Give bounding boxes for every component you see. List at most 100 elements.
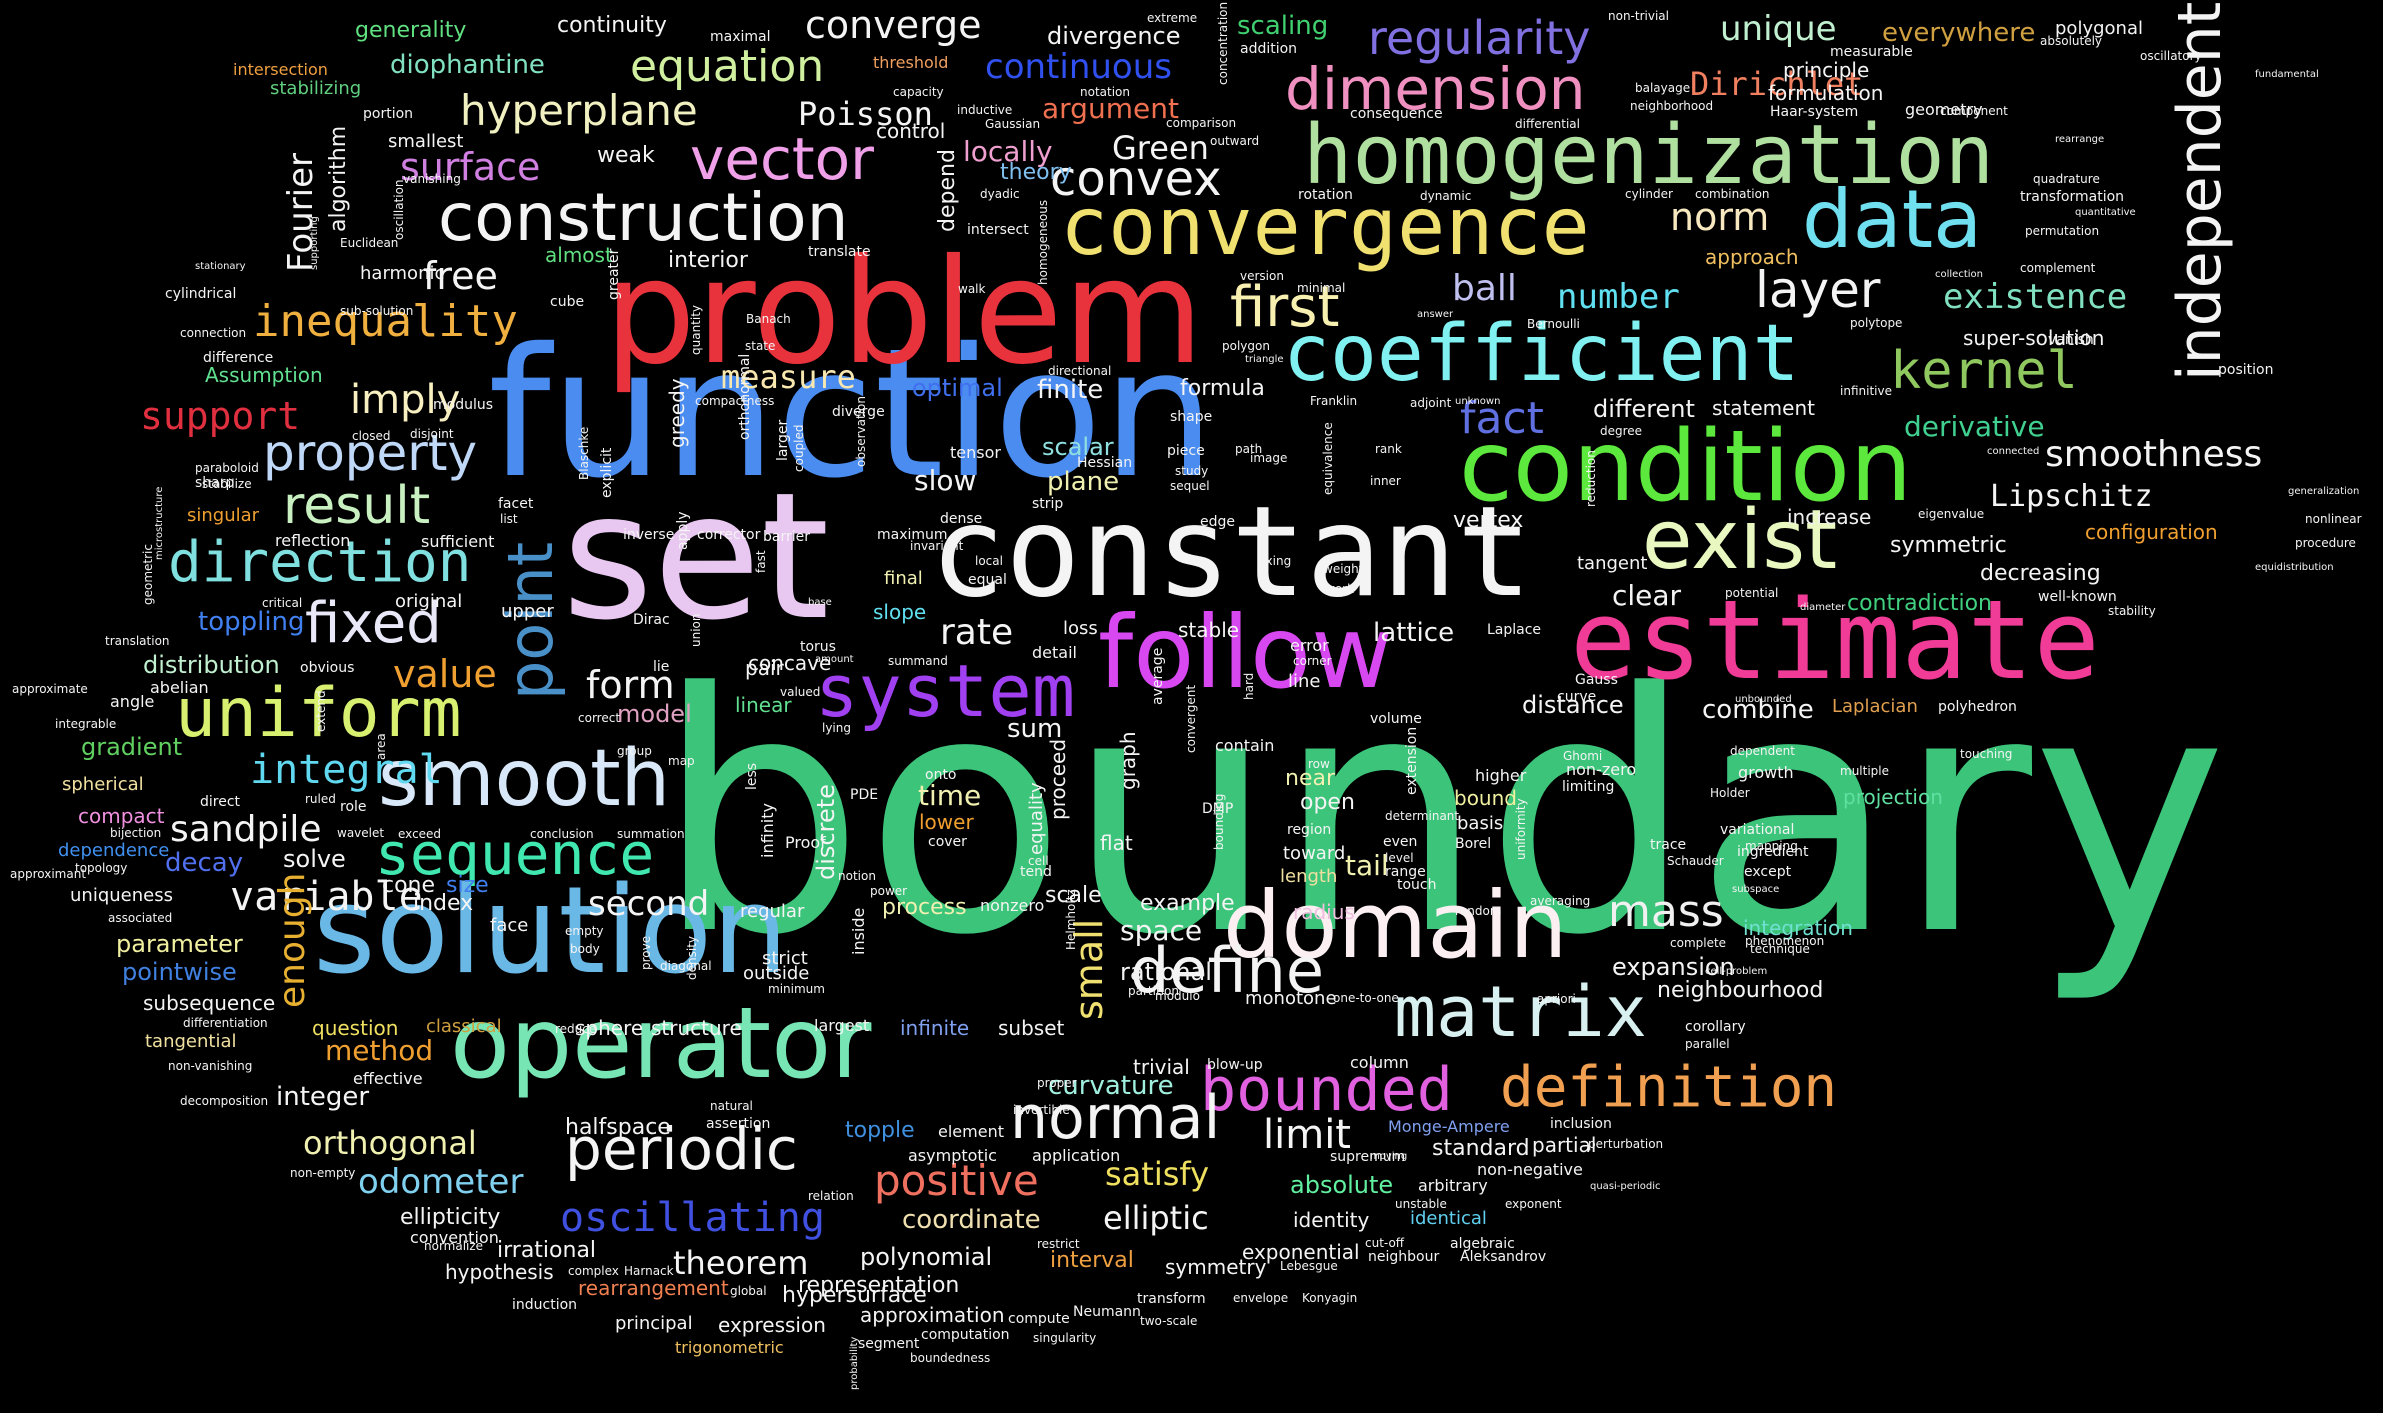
cloud-word: directional — [1048, 364, 1112, 378]
cloud-word: comparison — [1166, 116, 1237, 130]
cloud-word: integration — [1743, 916, 1853, 940]
cloud-word: computation — [921, 1327, 1010, 1343]
cloud-word: reduction — [1584, 450, 1598, 507]
cloud-word: compute — [1008, 1311, 1070, 1327]
cloud-word: halfspace — [565, 1115, 671, 1140]
cloud-word: global — [730, 1284, 767, 1298]
cloud-word: cone — [382, 873, 436, 898]
cloud-word: dependence — [58, 840, 170, 861]
cloud-word: notion — [838, 869, 876, 883]
cloud-word: second — [588, 884, 710, 924]
cloud-word: principal — [615, 1313, 693, 1334]
cloud-word: plane — [1047, 467, 1120, 497]
cloud-word: higher — [1475, 766, 1527, 785]
cloud-word: kernel — [1890, 341, 2078, 401]
cloud-word: detail — [1032, 643, 1077, 662]
cloud-word: unique — [1720, 9, 1837, 49]
cloud-word: imply — [350, 377, 461, 423]
cloud-word: variational — [1720, 822, 1795, 838]
cloud-word: identity — [1293, 1208, 1370, 1232]
cloud-word: eigenvalue — [1918, 507, 1985, 521]
cloud-word: everywhere — [1882, 18, 2036, 48]
cloud-word: role — [340, 799, 367, 815]
cloud-word: body — [570, 942, 600, 956]
cloud-word: basis — [1457, 813, 1504, 834]
cloud-word: paraboloid — [195, 461, 259, 475]
cloud-word: touching — [1960, 747, 2013, 761]
cloud-word: time — [918, 779, 982, 812]
cloud-word: concentration — [1216, 2, 1230, 86]
cloud-word: area — [374, 733, 388, 760]
cloud-word: Laplace — [1487, 622, 1542, 638]
cloud-word: method — [325, 1034, 434, 1067]
cloud-word: valued — [780, 685, 821, 699]
cloud-word: argument — [1042, 92, 1179, 125]
cloud-word: stability — [2108, 604, 2156, 618]
cloud-word: sandpile — [170, 809, 322, 850]
cloud-word: rank — [1375, 442, 1402, 456]
cloud-word: algebraic — [1450, 1236, 1515, 1252]
cloud-word: Holder — [1710, 786, 1750, 800]
cloud-word: locally — [963, 135, 1053, 168]
cloud-word: variable — [230, 874, 423, 920]
cloud-word: correct — [578, 711, 621, 725]
cloud-word: assertion — [706, 1116, 771, 1132]
cloud-word: larger — [775, 419, 791, 461]
cloud-word: expansion — [1612, 953, 1735, 981]
cloud-word: contradiction — [1847, 591, 1992, 616]
cloud-word: solve — [283, 845, 346, 873]
cloud-word: arbitrary — [1418, 1176, 1488, 1195]
cloud-word: decreasing — [1980, 561, 2101, 586]
cloud-word: smallest — [388, 131, 464, 152]
cloud-word: configuration — [2085, 520, 2218, 544]
cloud-word: convergence — [1060, 180, 1590, 273]
cloud-word: quantity — [689, 304, 703, 355]
cloud-word: generality — [355, 18, 467, 43]
cloud-word: application — [1032, 1146, 1121, 1165]
cloud-word: invertible — [1013, 1103, 1070, 1117]
cloud-word: direct — [200, 794, 241, 810]
cloud-word: value — [393, 652, 497, 696]
cloud-word: geometric — [141, 544, 155, 605]
cloud-word: scale — [1045, 883, 1102, 908]
cloud-word: harmonic — [360, 263, 445, 284]
cloud-word: intersection — [233, 60, 328, 79]
cloud-word: maximum — [877, 527, 948, 543]
cloud-word: approach — [1705, 245, 1799, 269]
cloud-word: polygonal — [2055, 18, 2143, 39]
cloud-word: Schauder — [1667, 854, 1724, 868]
cloud-word: except — [1744, 864, 1792, 880]
cloud-word: combination — [1695, 187, 1770, 201]
cloud-word: set — [562, 456, 830, 659]
cloud-word: restrict — [1037, 1237, 1080, 1251]
cloud-word: uniqueness — [70, 885, 173, 906]
cloud-word: element — [938, 1122, 1004, 1141]
cloud-word: greater — [606, 248, 622, 300]
cloud-word: Dirac — [633, 612, 670, 628]
cloud-word: row — [1308, 757, 1330, 771]
cloud-word: boundary — [655, 623, 2228, 1007]
cloud-word: wavelet — [337, 826, 385, 840]
cloud-word: conclusion — [530, 827, 594, 841]
cloud-word: approximant — [10, 867, 87, 881]
cloud-word: integer — [276, 1082, 370, 1112]
cloud-word: property — [263, 424, 478, 482]
cloud-word: solution — [313, 862, 789, 1001]
cloud-word: neighbourhood — [1657, 978, 1824, 1003]
cloud-word: Lebesgue — [1280, 1259, 1338, 1273]
cloud-word: periodic — [565, 1115, 798, 1183]
cloud-word: barrier — [763, 529, 810, 545]
cloud-word: equidistribution — [2255, 562, 2334, 573]
cloud-word: condition — [1459, 410, 1913, 524]
cloud-word: supporting — [309, 216, 320, 270]
cloud-word: summand — [888, 654, 948, 668]
cloud-word: sufficient — [421, 532, 495, 551]
cloud-word: trigonometric — [675, 1338, 784, 1357]
cloud-word: differential — [1515, 117, 1580, 131]
cloud-word: collection — [1935, 269, 1983, 280]
cloud-word: definition — [1500, 1055, 1838, 1120]
cloud-word: index — [413, 891, 474, 916]
cloud-word: Proof — [785, 833, 826, 852]
cloud-word: flat — [1100, 831, 1133, 855]
